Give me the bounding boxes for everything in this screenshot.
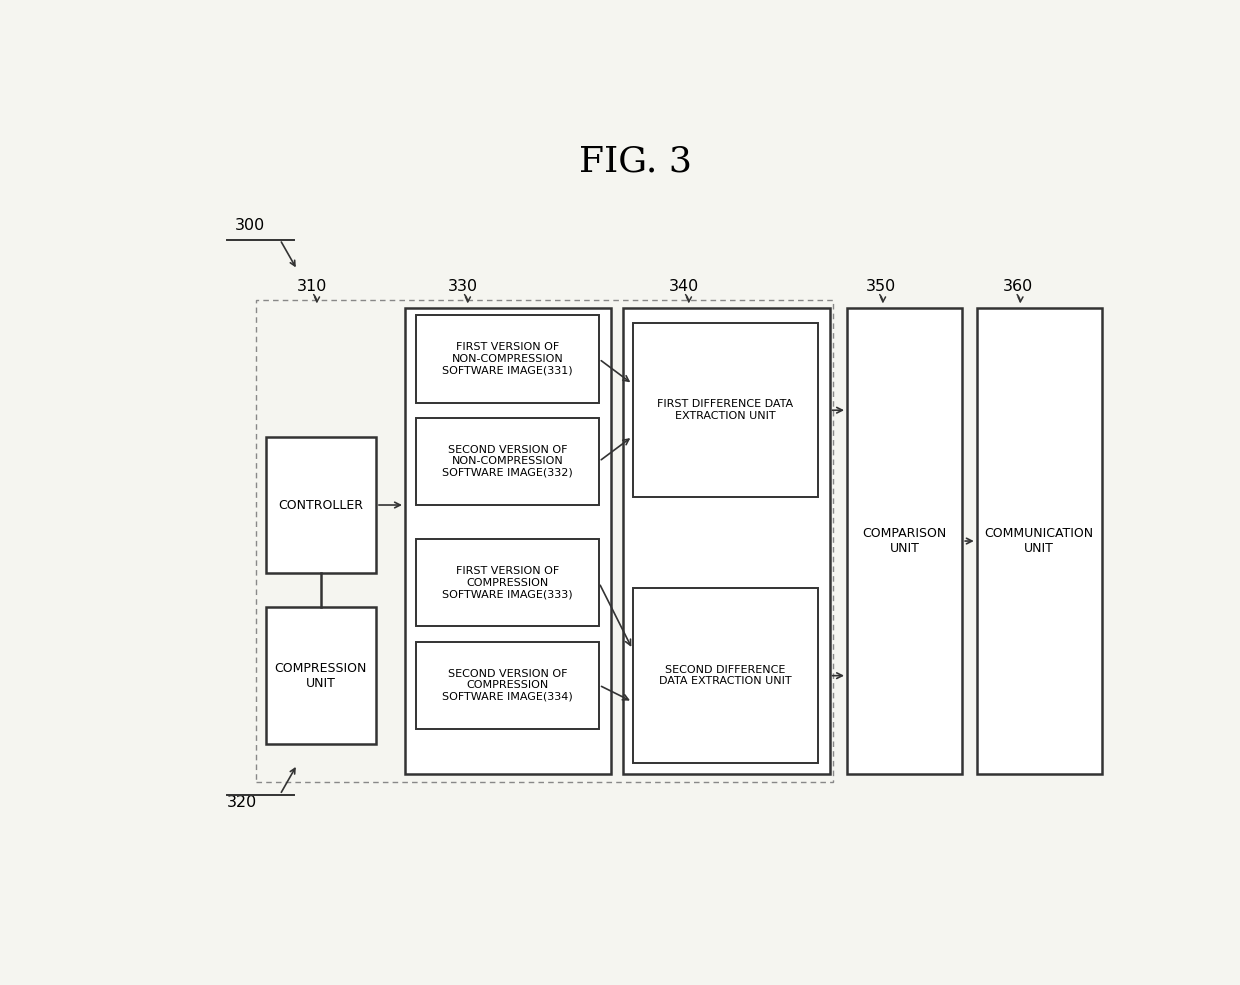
- Text: 310: 310: [298, 279, 327, 295]
- Text: 330: 330: [448, 279, 479, 295]
- Text: SECOND DIFFERENCE
DATA EXTRACTION UNIT: SECOND DIFFERENCE DATA EXTRACTION UNIT: [658, 665, 791, 687]
- FancyBboxPatch shape: [265, 608, 376, 744]
- FancyBboxPatch shape: [977, 307, 1101, 774]
- Text: COMPRESSION
UNIT: COMPRESSION UNIT: [274, 662, 367, 690]
- FancyBboxPatch shape: [632, 588, 818, 763]
- FancyBboxPatch shape: [417, 418, 599, 505]
- FancyBboxPatch shape: [417, 315, 599, 403]
- Text: COMPARISON
UNIT: COMPARISON UNIT: [863, 527, 946, 555]
- Text: CONTROLLER: CONTROLLER: [278, 498, 363, 511]
- Text: FIRST DIFFERENCE DATA
EXTRACTION UNIT: FIRST DIFFERENCE DATA EXTRACTION UNIT: [657, 399, 794, 421]
- Text: SECOND VERSION OF
COMPRESSION
SOFTWARE IMAGE(334): SECOND VERSION OF COMPRESSION SOFTWARE I…: [443, 669, 573, 701]
- FancyBboxPatch shape: [417, 539, 599, 626]
- Text: FIRST VERSION OF
NON-COMPRESSION
SOFTWARE IMAGE(331): FIRST VERSION OF NON-COMPRESSION SOFTWAR…: [443, 343, 573, 375]
- Text: SECOND VERSION OF
NON-COMPRESSION
SOFTWARE IMAGE(332): SECOND VERSION OF NON-COMPRESSION SOFTWA…: [443, 445, 573, 478]
- FancyBboxPatch shape: [622, 307, 830, 774]
- Text: COMMUNICATION
UNIT: COMMUNICATION UNIT: [985, 527, 1094, 555]
- FancyBboxPatch shape: [265, 436, 376, 573]
- Text: FIG. 3: FIG. 3: [579, 145, 692, 178]
- FancyBboxPatch shape: [417, 641, 599, 729]
- Text: 350: 350: [866, 279, 897, 295]
- Text: 320: 320: [227, 795, 258, 810]
- FancyBboxPatch shape: [847, 307, 962, 774]
- FancyBboxPatch shape: [404, 307, 611, 774]
- FancyBboxPatch shape: [632, 323, 818, 497]
- Text: 340: 340: [670, 279, 699, 295]
- Text: 360: 360: [1003, 279, 1033, 295]
- Text: FIRST VERSION OF
COMPRESSION
SOFTWARE IMAGE(333): FIRST VERSION OF COMPRESSION SOFTWARE IM…: [443, 566, 573, 599]
- Text: 300: 300: [234, 219, 265, 233]
